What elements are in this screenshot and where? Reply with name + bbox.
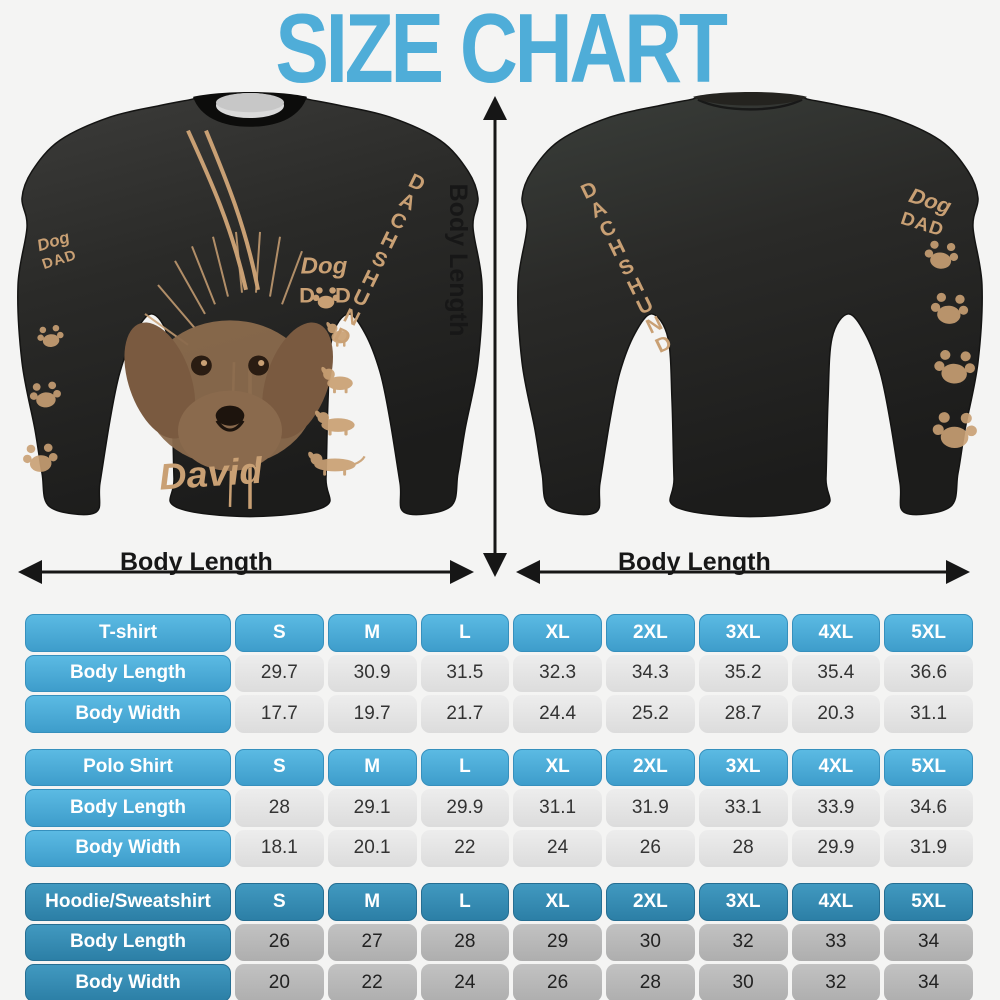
svg-text:D: D — [335, 283, 351, 308]
svg-text:Dog: Dog — [301, 253, 348, 279]
svg-text:Body Length: Body Length — [444, 184, 472, 337]
svg-text:David: David — [158, 449, 265, 497]
svg-text:D: D — [299, 283, 315, 308]
